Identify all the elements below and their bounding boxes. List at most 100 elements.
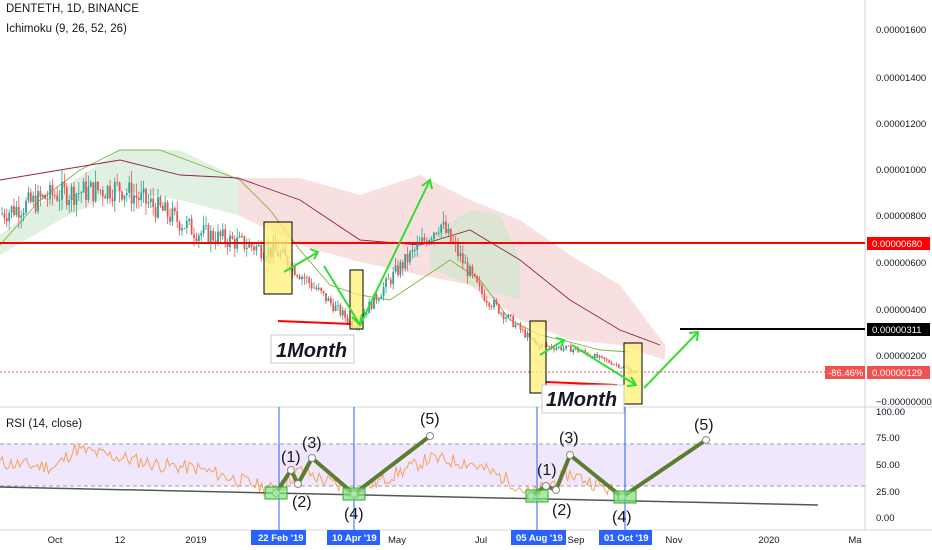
candle-body: [229, 235, 231, 248]
date-tag-3: 05 Aug '19: [516, 533, 563, 544]
accumulation-box-1: [263, 221, 293, 295]
candle-body: [193, 234, 195, 238]
candle-body: [437, 232, 440, 234]
candle-body: [481, 285, 483, 294]
candle-body: [217, 231, 219, 244]
candle-body: [447, 228, 450, 233]
candle-body: [13, 206, 15, 216]
candle-body: [329, 298, 332, 304]
candle-body: [20, 215, 23, 218]
time-tick: Ma: [848, 535, 862, 546]
candle-body: [15, 206, 18, 216]
candle-body: [133, 195, 135, 204]
target-tag-bg: [867, 323, 930, 336]
candle-body: [128, 182, 131, 193]
candle-body: [56, 195, 59, 201]
candle-body: [183, 228, 186, 229]
candle-body: [29, 192, 32, 202]
candle-body: [442, 221, 445, 225]
candle-body: [61, 181, 63, 200]
candle-body: [512, 315, 515, 327]
candle-body: [433, 232, 435, 239]
price-tick: 0.00001000: [876, 165, 926, 176]
candle-body: [296, 275, 299, 277]
candle-body: [519, 323, 522, 330]
candle-body: [521, 329, 524, 331]
candle-body: [605, 359, 608, 361]
wave-label-5b: (5): [694, 417, 714, 434]
candle-body: [615, 364, 618, 366]
candle-body: [613, 364, 615, 366]
candle-body: [310, 282, 313, 289]
candle-body: [375, 293, 378, 301]
accumulation-box-3: [529, 320, 547, 394]
candle-body: [449, 228, 452, 242]
candle-body: [385, 278, 387, 287]
rsi-tick: 50.00: [876, 460, 900, 471]
candle-body: [75, 193, 78, 205]
candle-body: [51, 184, 54, 196]
wave-label-1b: (1): [537, 462, 557, 479]
month-label-1: 1Month: [276, 340, 347, 362]
candle-body: [387, 278, 390, 280]
candle-body: [421, 237, 423, 243]
time-tick: Oct: [48, 535, 63, 546]
candle-body: [524, 329, 527, 338]
candle-body: [166, 202, 169, 217]
candle-body: [188, 218, 191, 221]
candle-body: [118, 182, 121, 192]
candle-body: [562, 348, 565, 351]
rsi-tick: 0.00: [876, 513, 895, 524]
candle-body: [488, 302, 491, 307]
candle-body: [214, 240, 217, 244]
candle-body: [514, 324, 517, 327]
candle-body: [411, 249, 414, 252]
candle-body: [248, 243, 251, 248]
candle-body: [224, 229, 227, 243]
candle-body: [209, 230, 212, 244]
wave-label-5a: (5): [420, 411, 440, 428]
candle-body: [478, 282, 481, 286]
rsi-tick: 100.00: [876, 407, 905, 418]
candle-body: [370, 301, 373, 309]
candle-body: [154, 207, 157, 218]
candle-body: [205, 225, 207, 226]
price-tick: 0.00000400: [876, 305, 926, 316]
date-tag-2-bg: [327, 530, 380, 545]
candle-body: [116, 182, 119, 183]
candle-body: [140, 192, 143, 201]
candle-body: [593, 354, 596, 359]
candle-body: [87, 186, 90, 200]
wave-label-3a: (3): [302, 435, 322, 452]
candle-body: [94, 181, 97, 202]
candle-body: [173, 208, 176, 212]
candle-body: [10, 206, 13, 213]
date-tag-3-bg: [511, 530, 566, 545]
candle-body: [181, 228, 183, 231]
date-tag-1: 22 Feb '19: [258, 533, 304, 544]
candle-body: [476, 276, 479, 283]
candle-body: [255, 246, 258, 251]
candle-body: [377, 298, 380, 301]
candle-body: [430, 238, 433, 240]
candle-body: [397, 265, 399, 275]
candle-body: [301, 276, 303, 280]
candle-body: [37, 191, 39, 212]
price-tick: 0.00001400: [876, 73, 926, 84]
candle-body: [459, 253, 462, 257]
wave-label-2b: (2): [552, 502, 572, 519]
wave-label-3b: (3): [559, 430, 579, 447]
candle-body: [596, 354, 599, 358]
candle-body: [483, 293, 486, 302]
candle-body: [161, 205, 164, 211]
candle-body: [169, 216, 171, 222]
candle-body: [601, 355, 603, 358]
candle-body: [495, 300, 498, 305]
projection-arrows: [283, 178, 700, 389]
candle-body: [89, 182, 92, 187]
candle-body: [101, 190, 104, 197]
candle-body: [164, 202, 167, 211]
candle-body: [113, 182, 116, 202]
candle-body: [308, 277, 311, 283]
